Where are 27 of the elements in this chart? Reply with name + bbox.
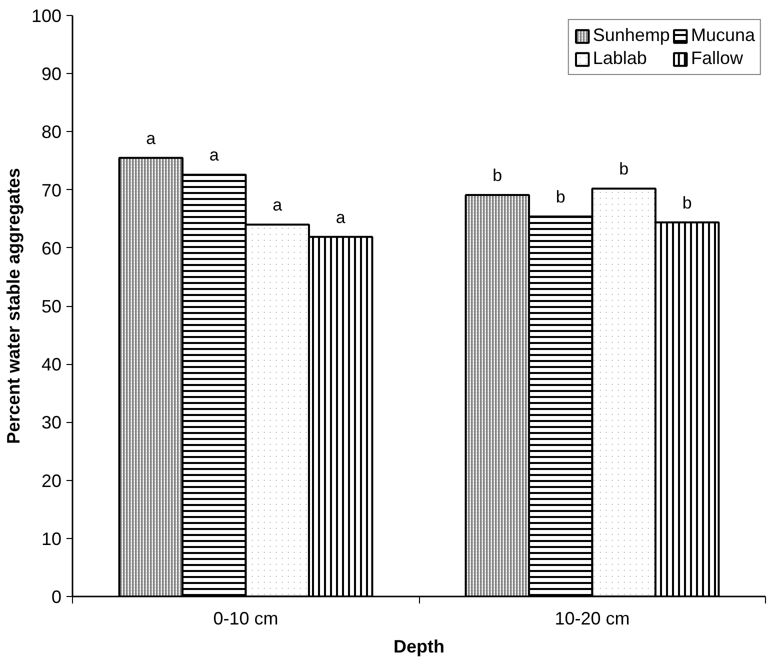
y-tick-label: 10 <box>41 528 62 549</box>
x-tick-label: 10-20 cm <box>554 608 630 628</box>
x-axis-title: Depth <box>394 636 445 656</box>
y-tick-label: 50 <box>41 296 62 316</box>
annotation: b <box>619 160 629 179</box>
y-tick-label: 0 <box>51 587 62 607</box>
y-tick-label: 100 <box>31 6 62 26</box>
y-tick-label: 90 <box>41 64 62 84</box>
y-axis-title: Percent water stable aggregates <box>3 168 24 444</box>
legend-label: Mucuna <box>690 25 755 46</box>
y-tick-label: 70 <box>41 180 62 200</box>
legend-label: Fallow <box>690 48 743 69</box>
annotation: b <box>556 188 566 207</box>
annotation: b <box>492 166 502 186</box>
y-tick-label: 30 <box>41 412 62 433</box>
y-tick-label: 20 <box>41 470 62 491</box>
x-tick-label: 0-10 cm <box>213 608 278 628</box>
legend-label: Lablab <box>592 48 647 69</box>
annotation: b <box>682 193 692 212</box>
y-tick-label: 80 <box>41 122 62 142</box>
y-tick-label: 60 <box>41 238 62 258</box>
legend-label: Sunhemp <box>592 25 670 46</box>
annotation: a <box>272 196 283 215</box>
annotation: a <box>209 146 220 165</box>
annotation: a <box>146 128 156 148</box>
y-tick-label: 40 <box>41 354 62 375</box>
annotation: a <box>336 208 346 227</box>
